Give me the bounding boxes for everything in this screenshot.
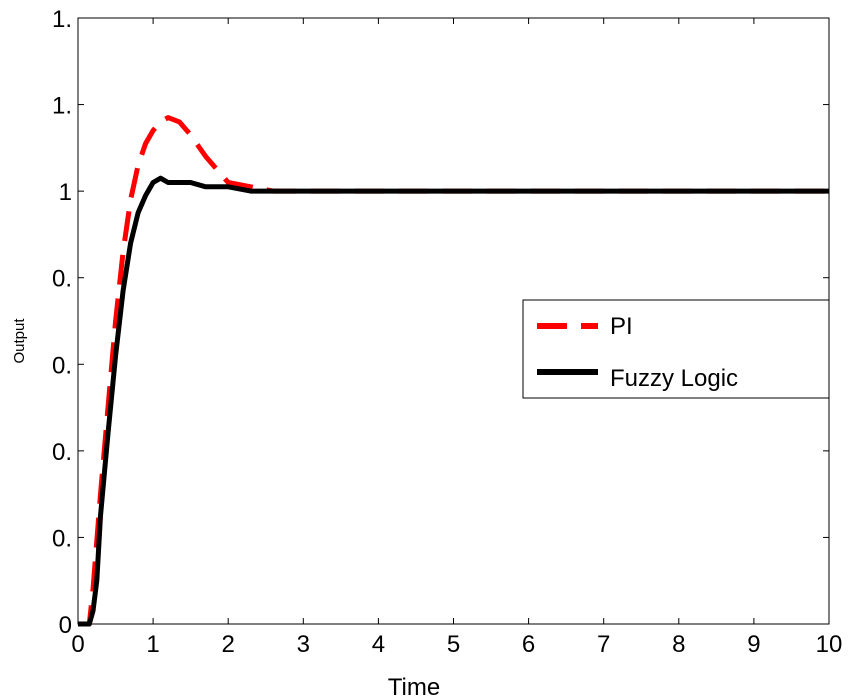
y-tick-label: 1 [59,179,72,206]
tick-labels: 0 1 2 3 4 5 6 7 8 9 10 0 0. 0. 0. 0. 1 1. 1. [52,6,842,658]
y-tick-label: 0. [52,525,72,552]
legend-label-pi: PI [610,313,633,340]
y-tick-label: 1. [52,93,72,120]
series-line-fuzzy-logic [78,175,829,627]
x-tick-label: 4 [372,631,385,658]
legend: PI Fuzzy Logic [522,299,830,399]
y-axis-title: Output [11,318,28,364]
legend-box [522,299,830,399]
x-tick-label: 0 [71,631,84,658]
x-tick-label: 1 [146,631,159,658]
x-tick-label: 8 [672,631,685,658]
x-tick-label: 3 [297,631,310,658]
series-lines [78,115,829,627]
x-tick-label: 2 [222,631,235,658]
y-tick-label: 1. [52,6,72,33]
x-tick-label: 5 [447,631,460,658]
x-tick-label: 9 [747,631,760,658]
y-tick-label: 0. [52,439,72,466]
x-axis-title: Time [388,674,440,700]
x-tick-label: 10 [816,631,843,658]
legend-label-fuzzy-logic: Fuzzy Logic [610,365,738,392]
y-tick-label: 0. [52,352,72,379]
x-tick-label: 7 [597,631,610,658]
x-tick-label: 6 [522,631,535,658]
y-tick-label: 0. [52,266,72,293]
y-tick-label: 0 [59,612,72,639]
